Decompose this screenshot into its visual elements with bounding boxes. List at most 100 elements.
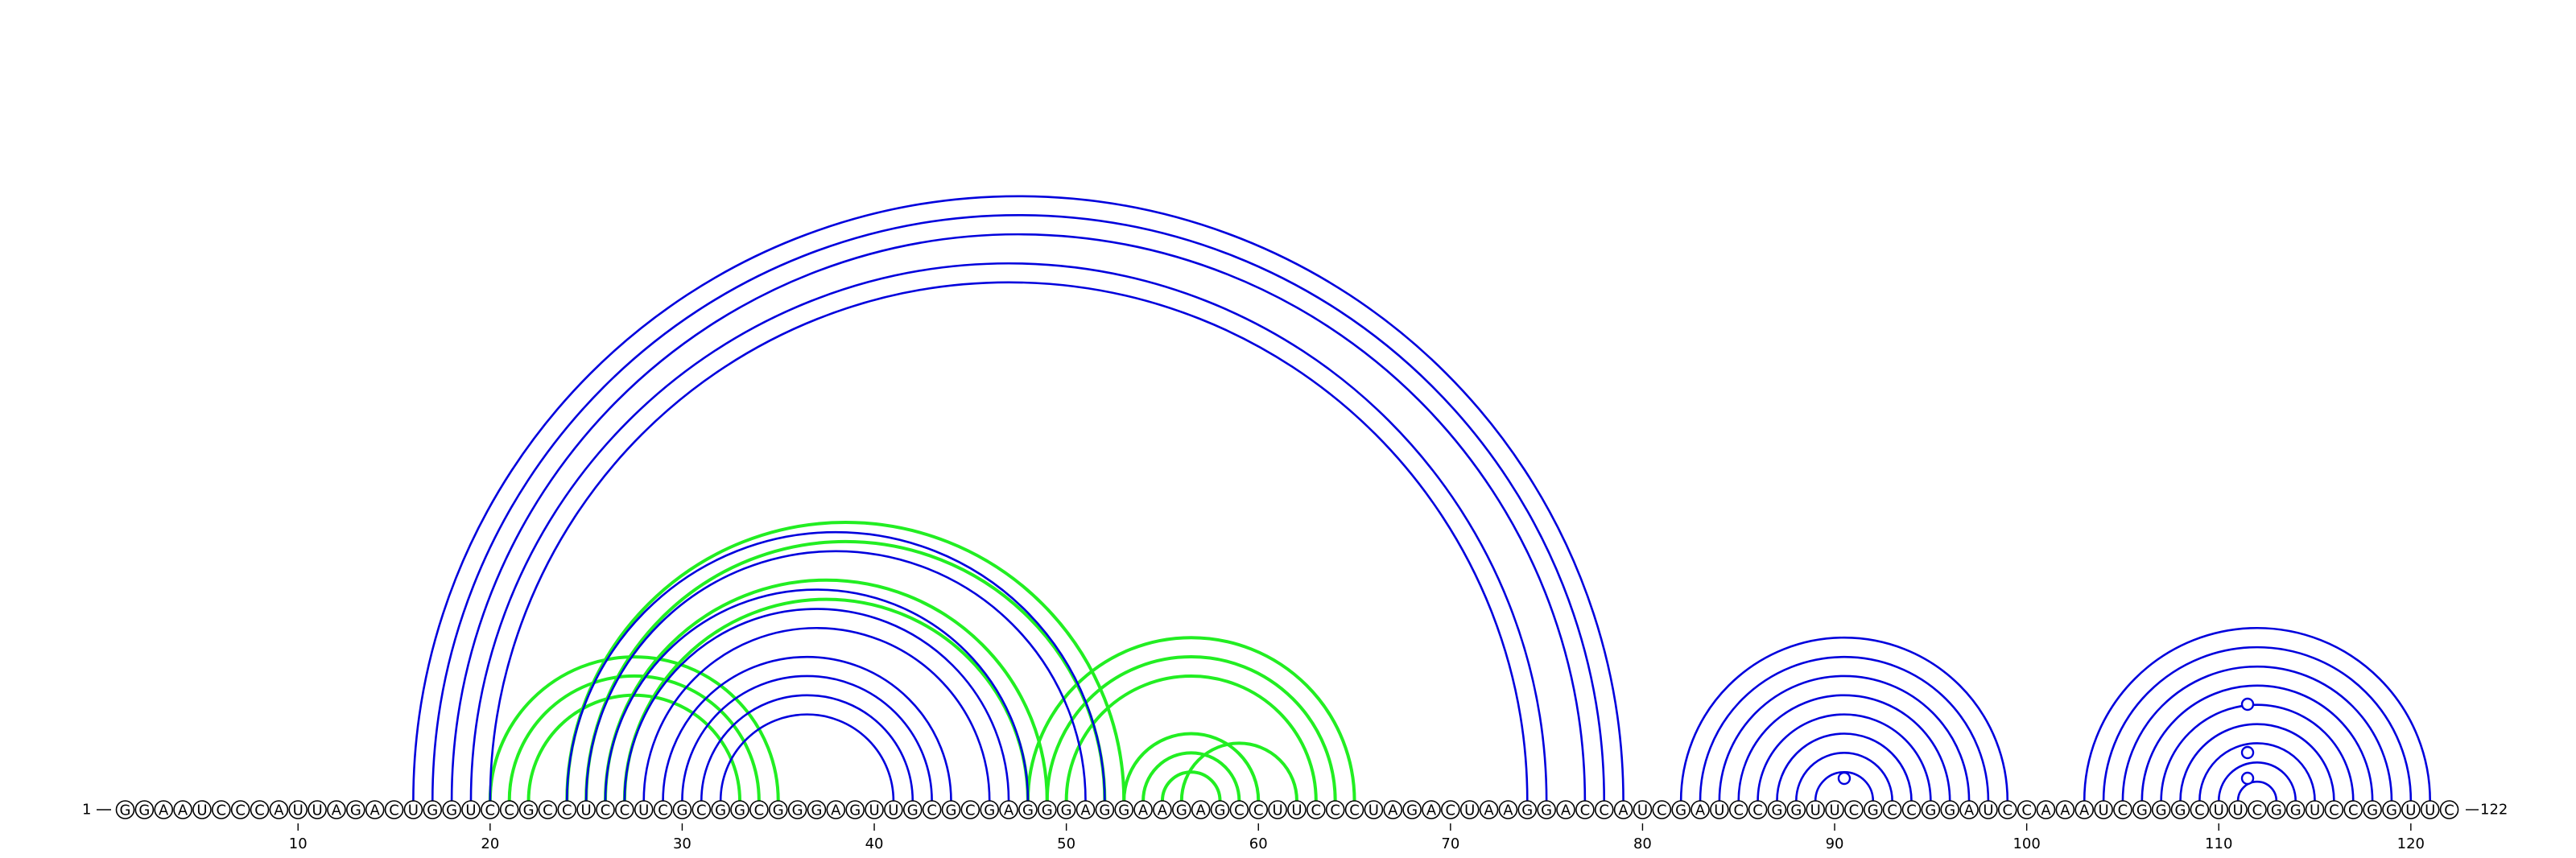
base-pair-arcs [412,195,2431,802]
nucleotide: G [1537,800,1556,819]
nucleotide-circle [826,800,846,819]
nucleotide-circle [2439,800,2459,819]
nucleotide: C [1652,800,1672,819]
nucleotide: U [2420,800,2440,819]
nucleotide: C [1997,800,2017,819]
nucleotide-letter: C [485,802,496,819]
nucleotide-circle [1287,800,1307,819]
nucleotide-letter: C [2329,802,2339,819]
nucleotide: C [1594,800,1614,819]
blue-arc-85-96 [1737,694,1951,802]
nucleotide-circle [1517,800,1538,819]
nucleotide-circle [787,800,807,819]
nucleotide: G [768,800,788,819]
nucleotide-letter: C [389,802,399,819]
blue-arc-31-42 [700,694,914,802]
blue-arc-27-47 [623,608,1010,802]
nucleotide-circle [865,800,884,819]
nucleotide-circle [1133,800,1153,819]
nucleotide-circle [327,800,346,819]
nucleotide-circle [884,800,903,819]
nucleotide-letter: C [1849,802,1860,819]
nucleotide-circle [596,800,615,819]
nucleotide-circle [1095,800,1115,819]
nucleotide: C [1307,800,1326,819]
nucleotide-letter: G [1944,802,1955,819]
blue-arc-106-118 [2140,684,2374,802]
nucleotide-letter: G [734,802,745,819]
nucleotide: C [538,800,558,819]
nucleotide-circle [999,800,1018,819]
nucleotide-letter: U [408,802,419,819]
nucleotide: A [1153,800,1172,819]
nucleotide-letter: A [2079,802,2090,819]
nucleotide-letter: G [1925,802,1936,819]
nucleotide-letter: A [831,802,841,819]
nucleotide-circle [1959,800,1979,819]
nucleotide-letter: G [946,802,957,819]
nucleotide-letter: G [138,802,150,819]
nucleotide: G [2132,800,2152,819]
nucleotide-letter: C [504,802,514,819]
nucleotide: G [1863,800,1883,819]
nucleotide-letter: G [120,802,131,819]
nucleotide-circle [365,800,385,819]
nucleotide: G [1018,800,1038,819]
nucleotide-circle [2170,800,2190,819]
nucleotide: G [2151,800,2171,819]
nucleotide: U [865,800,884,819]
nucleotide-circle [1037,800,1057,819]
green-arc-27-48 [622,597,1030,802]
nucleotide: G [2267,800,2286,819]
nucleotide: C [2017,800,2037,819]
nucleotide-circle [2209,800,2229,819]
nucleotide-circle [1728,800,1748,819]
green-arc-56-62 [1179,741,1298,802]
nucleotide: C [384,800,404,819]
nucleotide-circle [576,800,596,819]
nucleotide-circle [461,800,481,819]
nucleotide-circle [1633,800,1653,819]
blue-arc-82-99 [1679,636,2009,802]
nucleotide: U [884,800,903,819]
tick-label-90: 90 [1826,835,1844,852]
nucleotide-letter: A [1426,802,1437,819]
nucleotide-circle [308,800,327,819]
nucleotide-circle [2343,800,2363,819]
nucleotide: C [1441,800,1460,819]
nucleotide-circle [672,800,692,819]
nucleotide-letter: G [2367,802,2378,819]
nucleotide-letter: G [1521,802,1533,819]
nucleotide: G [134,800,155,819]
nucleotide-circle [442,800,461,819]
nucleotide-letter: U [293,802,303,819]
nucleotide-circle [211,800,231,819]
nucleotide-letter: U [1273,802,1283,819]
nucleotide: G [1940,800,1959,819]
nucleotide-letter: G [1771,802,1782,819]
nucleotide-circle [1652,800,1672,819]
nucleotide: G [1767,800,1787,819]
nucleotide-circle [134,800,155,819]
nucleotide-circle [1940,800,1959,819]
blue-arc-26-48 [604,588,1030,802]
green-arc-22-33 [526,693,742,802]
tick-label-70: 70 [1441,835,1459,852]
nucleotide-circle [423,800,443,819]
sequence-ends: 1 122 [82,802,2508,819]
nucleotide: U [1979,800,1998,819]
nucleotide-circle [1153,800,1172,819]
nucleotide-circle [1901,800,1922,819]
blue-arc-105-119 [2121,665,2393,802]
nucleotide-letter: C [1349,802,1360,819]
nucleotide: U [634,800,654,819]
nucleotide-letter: C [2021,802,2032,819]
blue-arc-30-43 [681,674,933,802]
blue-arc-103-121 [2083,626,2431,802]
nucleotide-letter: G [350,802,361,819]
nucleotide-letter: G [1042,802,1053,819]
nucleotide-circle [1825,800,1844,819]
nucleotide-letter: G [523,802,535,819]
nucleotide-circle [1806,800,1825,819]
nucleotide-circle [1459,800,1480,819]
